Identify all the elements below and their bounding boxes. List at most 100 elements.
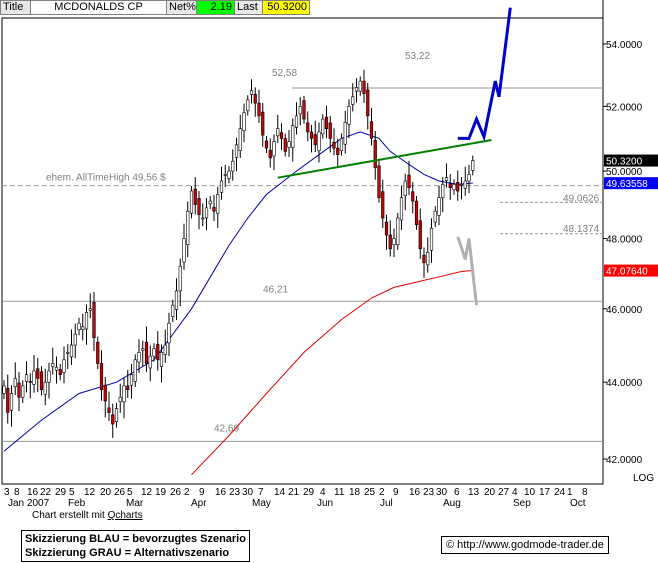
candle-body — [238, 128, 242, 152]
candle-body — [242, 112, 246, 131]
candle-body — [392, 238, 396, 246]
candle-body — [81, 326, 85, 331]
candle-body — [62, 359, 66, 373]
price-tag-label: 50.3200 — [606, 157, 643, 168]
x-day-label: 16 — [27, 487, 39, 498]
candle-body — [407, 174, 411, 188]
candle-body — [321, 118, 325, 135]
candle-body — [6, 387, 10, 413]
candle-body — [88, 308, 92, 311]
x-day-label: 27 — [498, 487, 510, 498]
y-tick-label: 42.0000 — [606, 455, 643, 466]
candle-body — [414, 200, 419, 226]
x-day-label: 13 — [468, 487, 480, 498]
trendline-green — [277, 139, 492, 179]
candle-body — [459, 184, 464, 186]
symbol-name: MCDONALDS CP — [31, 1, 167, 14]
scenario-note: Skizzierung BLAU = bevorzugtes Szenario … — [21, 530, 250, 562]
x-day-label: 4 — [320, 487, 326, 498]
x-day-label: 11 — [334, 487, 345, 498]
candle-body — [358, 80, 362, 92]
x-day-label: 3 — [4, 487, 10, 498]
chart-credit: Chart erstellt mit Qcharts — [32, 510, 143, 521]
x-month-label: Feb — [68, 498, 86, 509]
x-month-label: Mar — [126, 498, 144, 509]
x-month-label: Apr — [191, 498, 207, 509]
candle-body — [441, 184, 445, 199]
candle-body — [336, 147, 340, 155]
price-tag-blue — [604, 177, 658, 190]
x-day-label: 21 — [288, 487, 300, 498]
x-day-label: 12 — [84, 487, 96, 498]
net-label: Net% — [167, 1, 197, 14]
candle-body — [54, 366, 59, 371]
x-day-label: 24 — [554, 487, 566, 498]
candle-body — [433, 210, 437, 223]
last-value: 50.3200 — [263, 1, 309, 14]
candle-body — [366, 89, 370, 117]
y-tick-label: 46.0000 — [606, 305, 643, 316]
candle-body — [163, 344, 167, 355]
candle-body — [313, 134, 317, 146]
candle-body — [159, 352, 164, 367]
candle-body — [201, 217, 205, 220]
candle-body — [152, 348, 156, 357]
credit-prefix: Chart erstellt mit — [32, 510, 108, 521]
title-label: Title — [1, 1, 31, 14]
candle-body — [448, 183, 452, 188]
candle-body — [437, 197, 441, 216]
y-tick-label: 52.0000 — [606, 102, 643, 113]
x-day-label: 30 — [436, 487, 448, 498]
candle-body — [369, 121, 374, 139]
x-day-label: 20 — [484, 487, 496, 498]
candle-body — [291, 125, 295, 148]
candle-body — [24, 374, 29, 382]
candle-body — [422, 254, 426, 264]
candle-body — [332, 141, 336, 149]
candle-body — [223, 174, 227, 176]
candle-body — [144, 341, 149, 364]
candle-body — [9, 393, 14, 411]
level-label: 52,58 — [272, 68, 297, 79]
candle-body — [249, 90, 254, 95]
candle-body — [234, 144, 239, 158]
source-url[interactable]: http://www.godmode-trader.de — [457, 539, 604, 551]
candle-body — [17, 382, 21, 398]
qcharts-link[interactable]: Qcharts — [107, 510, 143, 521]
candle-body — [324, 116, 329, 130]
x-day-label: 25 — [364, 487, 376, 498]
x-day-label: 23 — [423, 487, 435, 498]
candle-body — [43, 381, 47, 395]
price-tag-label: 47.07640 — [606, 267, 648, 278]
y-tick-label: 50.0000 — [606, 167, 643, 178]
x-day-label: 2 — [379, 487, 385, 498]
candle-body — [28, 381, 32, 383]
x-day-label: 26 — [114, 487, 126, 498]
candle-body — [212, 206, 216, 212]
candle-body — [58, 369, 62, 375]
candle-body — [178, 265, 182, 292]
candle-body — [171, 304, 175, 317]
x-day-label: 6 — [454, 487, 460, 498]
candle-body — [381, 191, 385, 219]
candle-body — [96, 341, 100, 364]
x-month-label: Jan 2007 — [8, 498, 50, 509]
x-day-label: 16 — [215, 487, 227, 498]
candle-body — [456, 182, 460, 192]
candle-body — [51, 363, 55, 367]
candle-body — [208, 200, 212, 205]
level-label: ehem. AllTimeHigh 49,56 $ — [46, 173, 166, 184]
level-label: 46,21 — [263, 284, 288, 295]
candle-body — [189, 190, 194, 214]
moving-average-blue — [3, 131, 473, 452]
x-day-label: 9 — [199, 487, 205, 498]
x-day-label: 30 — [242, 487, 254, 498]
candle-body — [253, 93, 257, 104]
candle-body — [193, 188, 197, 205]
candle-body — [167, 322, 171, 344]
candle-body — [148, 355, 152, 369]
candle-body — [133, 359, 137, 382]
candle-body — [36, 368, 40, 379]
candle-body — [298, 106, 302, 115]
y-tick-label: 48.0000 — [606, 234, 643, 245]
